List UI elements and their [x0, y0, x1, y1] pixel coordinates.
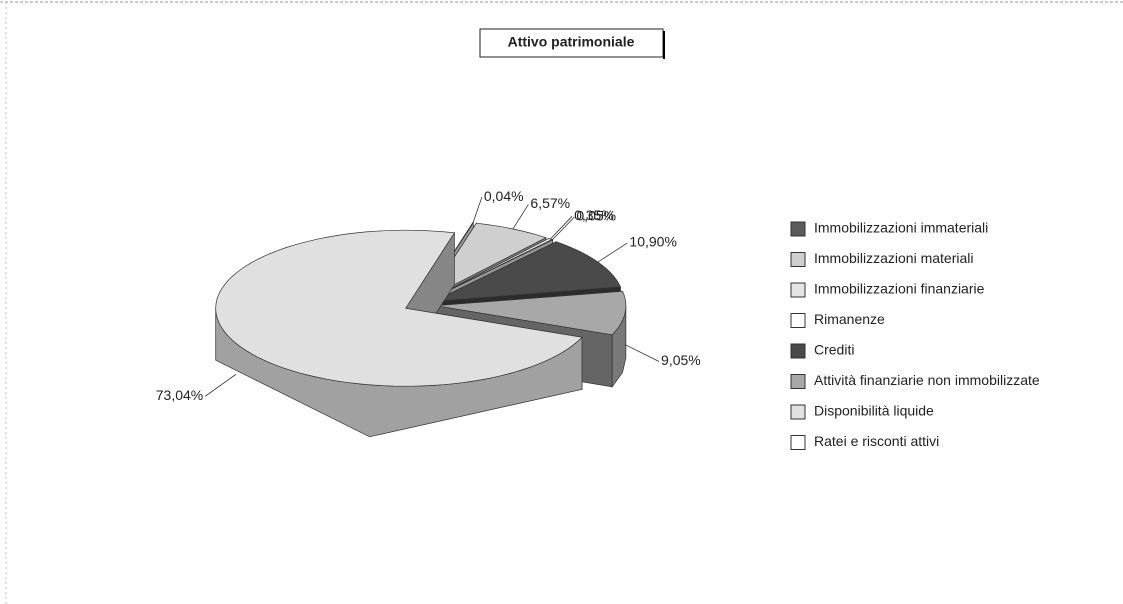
- data-label: 9,05%: [661, 352, 701, 368]
- slice: [215, 229, 583, 438]
- legend-label: Rimanenze: [814, 311, 885, 327]
- leader-line: [552, 216, 575, 241]
- data-label: 0,05%: [576, 208, 616, 224]
- data-label: 6,57%: [530, 195, 570, 211]
- legend-label: Crediti: [814, 342, 854, 358]
- legend-swatch: [790, 282, 806, 298]
- data-label: 0,35%: [574, 207, 614, 223]
- slice-top: [423, 222, 474, 299]
- data-label: 10,90%: [629, 234, 676, 250]
- legend-swatch: [790, 374, 806, 389]
- leader-line: [512, 204, 529, 230]
- legend-label: Ratei e risconti attivi: [814, 433, 939, 449]
- leader-line: [550, 215, 573, 240]
- legend-swatch: [790, 221, 806, 237]
- slice-top: [215, 229, 583, 387]
- leader-line: [205, 374, 237, 397]
- leader-line: [597, 242, 628, 263]
- data-label: 73,04%: [156, 387, 203, 403]
- title-box: [479, 28, 664, 58]
- legend-label: Immobilizzazioni immateriali: [814, 220, 988, 236]
- legend-label: Disponibilità liquide: [814, 403, 934, 419]
- leader-line: [472, 196, 483, 223]
- legend-swatch: [790, 313, 806, 328]
- pie: 6,57%0,35%0,05% 10,90% 9,05% 73,04% 0,04%: [156, 188, 701, 438]
- slice-top: [426, 222, 547, 300]
- legend-swatch: [790, 404, 806, 420]
- legend: Immobilizzazioni immateriali Immobilizzaz…: [790, 220, 1040, 450]
- legend-swatch: [790, 435, 806, 450]
- legend-label: Immobilizzazioni materiali: [814, 250, 974, 266]
- legend-label: Immobilizzazioni finanziarie: [814, 281, 985, 297]
- legend-swatch: [790, 343, 806, 359]
- leader-line: [624, 344, 660, 362]
- legend-swatch: [790, 252, 806, 267]
- chart-title: Attivo patrimoniale: [508, 34, 635, 50]
- slice-top: [435, 290, 627, 336]
- legend-label: Attività finanziarie non immobilizzate: [814, 372, 1040, 388]
- data-label: 0,04%: [484, 188, 524, 204]
